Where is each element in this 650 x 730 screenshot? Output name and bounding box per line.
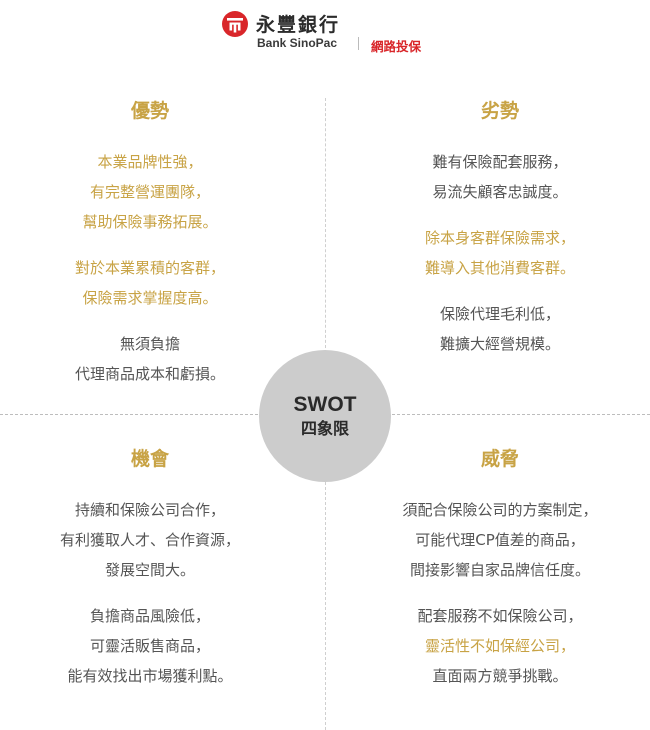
text-line: 本業品牌性強，: [97, 153, 203, 171]
text-group: 持續和保險公司合作， 有利獲取人才、合作資源， 發展空間大。: [0, 495, 300, 585]
text-line: 須配合保險公司的方案制定，: [402, 501, 598, 519]
text-line: 配套服務不如保險公司，: [417, 607, 583, 625]
center-subtitle: 四象限: [300, 419, 349, 438]
text-line: 發展空間大。: [104, 561, 195, 579]
text-line: 持續和保險公司合作，: [74, 501, 225, 519]
quadrant-opportunities: 機會 持續和保險公司合作， 有利獲取人才、合作資源， 發展空間大。 負擔商品風險…: [0, 445, 300, 707]
text-line: 有利獲取人才、合作資源，: [59, 531, 240, 549]
brand-name-en: Bank SinoPac: [257, 36, 338, 50]
text-group: 保險代理毛利低， 難擴大經營規模。: [350, 299, 650, 359]
online-insurance-label: 網路投保: [371, 39, 422, 54]
text-group: 對於本業累積的客群， 保險需求掌握度高。: [0, 253, 300, 313]
text-group: 須配合保險公司的方案制定， 可能代理CP值差的商品， 間接影響自家品牌信任度。: [350, 495, 650, 585]
quadrant-strengths: 優勢 本業品牌性強， 有完整營運團隊， 幫助保險事務拓展。 對於本業累積的客群，…: [0, 97, 300, 405]
brand-name-cn: 永豐銀行: [256, 14, 341, 36]
text-line: 難導入其他消費客群。: [424, 259, 575, 277]
text-group: 本業品牌性強， 有完整營運團隊， 幫助保險事務拓展。: [0, 147, 300, 237]
quadrant-threats: 威脅 須配合保險公司的方案制定， 可能代理CP值差的商品， 間接影響自家品牌信任…: [350, 445, 650, 691]
text-line: 易流失顧客忠誠度。: [432, 183, 568, 201]
text-line: 幫助保險事務拓展。: [82, 213, 218, 231]
text-line: 直面兩方競爭挑戰。: [432, 667, 568, 685]
text-line: 保險需求掌握度高。: [82, 289, 218, 307]
text-line: 有完整營運團隊，: [89, 183, 210, 201]
text-line: 間接影響自家品牌信任度。: [409, 561, 590, 579]
text-group: 負擔商品風險低， 可靈活販售商品， 能有效找出市場獲利點。: [0, 601, 300, 691]
text-line-highlight: 靈活性不如保經公司，: [424, 637, 575, 655]
swot-center-badge: SWOT 四象限: [259, 350, 391, 482]
header: 永豐銀行 Bank SinoPac 網路投保: [0, 0, 650, 60]
center-title: SWOT: [293, 393, 357, 416]
horizontal-divider-left: [0, 414, 258, 415]
horizontal-divider-right: [392, 414, 650, 415]
text-group: 無須負擔 代理商品成本和虧損。: [0, 329, 300, 389]
text-group: 除本身客群保險需求， 難導入其他消費客群。: [350, 223, 650, 283]
text-line: 能有效找出市場獲利點。: [67, 667, 233, 685]
text-line: 負擔商品風險低，: [89, 607, 210, 625]
text-group: 配套服務不如保險公司， 靈活性不如保經公司， 直面兩方競爭挑戰。: [350, 601, 650, 691]
sinopac-logo-icon: [222, 11, 248, 37]
text-line: 可靈活販售商品，: [89, 637, 210, 655]
vertical-divider-top: [325, 98, 326, 353]
text-line: 保險代理毛利低，: [439, 305, 560, 323]
text-line: 難有保險配套服務，: [432, 153, 568, 171]
text-line: 無須負擔: [119, 335, 180, 353]
vertical-divider-bottom: [325, 482, 326, 730]
text-line: 對於本業累積的客群，: [74, 259, 225, 277]
quadrant-title: 威脅: [480, 448, 519, 470]
text-line: 可能代理CP值差的商品，: [415, 531, 585, 549]
quadrant-title: 劣勢: [480, 100, 519, 122]
text-line: 除本身客群保險需求，: [424, 229, 575, 247]
text-line: 難擴大經營規模。: [439, 335, 560, 353]
header-divider: [358, 37, 359, 50]
text-group: 難有保險配套服務， 易流失顧客忠誠度。: [350, 147, 650, 207]
quadrant-title: 機會: [130, 448, 169, 470]
quadrant-weaknesses: 劣勢 難有保險配套服務， 易流失顧客忠誠度。 除本身客群保險需求， 難導入其他消…: [350, 97, 650, 375]
quadrant-title: 優勢: [130, 100, 169, 122]
text-line: 代理商品成本和虧損。: [74, 365, 225, 383]
